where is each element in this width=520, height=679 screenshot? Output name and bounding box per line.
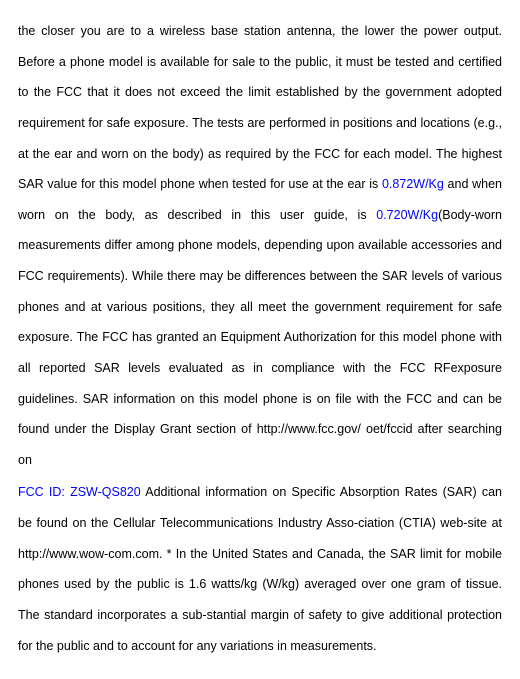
sar-ear-value: 0.872W/Kg (382, 177, 444, 191)
fcc-id: FCC ID: ZSW-QS820 (18, 485, 141, 499)
paragraph-1: the closer you are to a wireless base st… (18, 16, 502, 475)
paragraph-2: FCC ID: ZSW-QS820 Additional information… (18, 477, 502, 661)
text-segment-4: Additional information on Specific Absor… (18, 485, 502, 652)
text-segment-1: the closer you are to a wireless base st… (18, 24, 502, 191)
sar-body-value: 0.720W/Kg (376, 208, 438, 222)
text-segment-3: (Body-worn measurements differ among pho… (18, 208, 502, 467)
